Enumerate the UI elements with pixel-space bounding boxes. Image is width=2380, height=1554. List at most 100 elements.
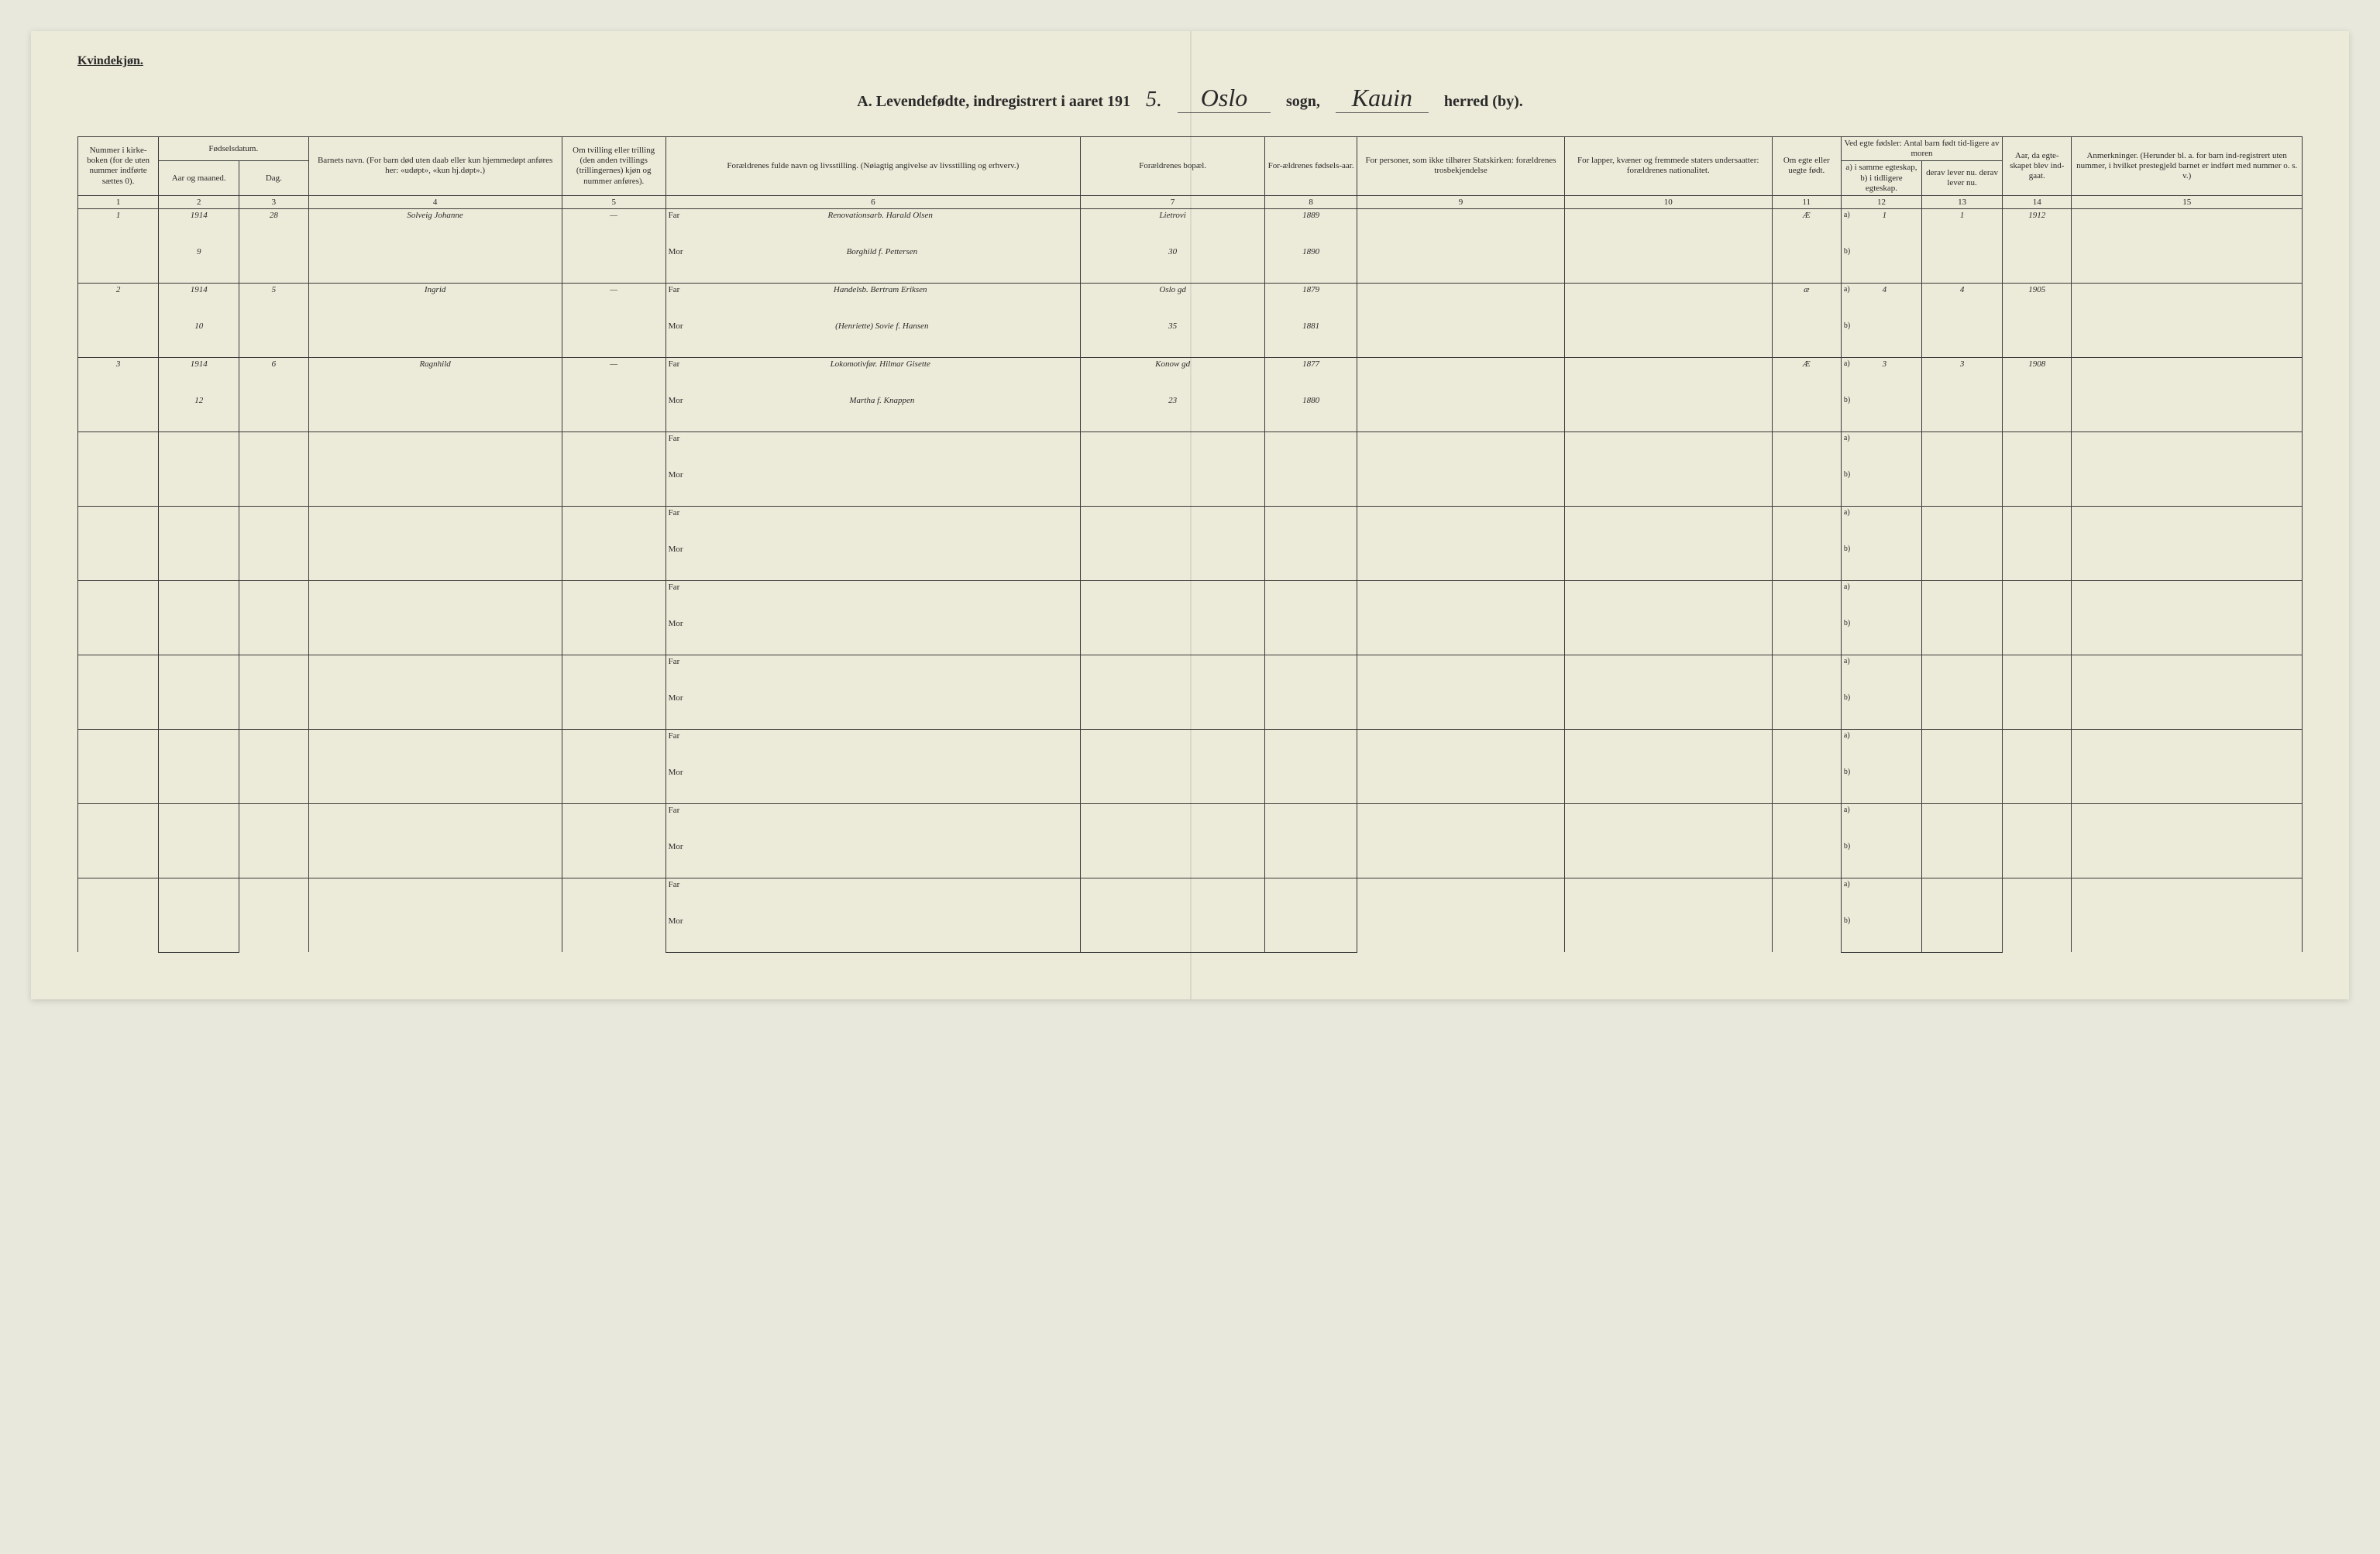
address-father <box>1081 655 1265 692</box>
mother-cell: Mor <box>666 617 1081 655</box>
d-value <box>1922 543 2003 580</box>
day <box>239 878 308 952</box>
table-body: 1191428Solveig Johanne—FarRenovationsarb… <box>78 208 2303 952</box>
table-row: Fara) <box>78 803 2303 841</box>
table-row: 219145Ingrid—FarHandelsb. Bertram Erikse… <box>78 283 2303 320</box>
colnum: 9 <box>1357 195 1565 208</box>
mother-birthyear <box>1265 692 1357 729</box>
egte <box>1772 878 1841 952</box>
table-row: Fara) <box>78 655 2303 692</box>
twin <box>562 580 666 655</box>
remarks <box>2072 803 2303 878</box>
col-header-14: Aar, da egte-skapet blev ind-gaat. <box>2003 137 2072 196</box>
title-prefix: A. Levendefødte, indregistrert i aaret 1… <box>857 93 1130 111</box>
d-value <box>1922 915 2003 952</box>
child-name <box>308 878 562 952</box>
father-birthyear <box>1265 655 1357 692</box>
father-cell: FarRenovationsarb. Harald Olsen <box>666 208 1081 246</box>
child-name <box>308 506 562 580</box>
sogn-label: sogn, <box>1286 93 1320 111</box>
table-row: Fara) <box>78 729 2303 766</box>
address-mother: 30 <box>1081 246 1265 283</box>
marriage-year: 1908 <box>2003 357 2072 431</box>
col-header-8: For-ældrenes fødsels-aar. <box>1265 137 1357 196</box>
child-name <box>308 729 562 803</box>
year <box>159 803 239 841</box>
entry-number <box>78 803 159 878</box>
father-birthyear: 1889 <box>1265 208 1357 246</box>
c-value: 3 <box>1922 357 2003 394</box>
address-father: Lietrovi <box>1081 208 1265 246</box>
c-value <box>1922 878 2003 915</box>
entry-number: 2 <box>78 283 159 357</box>
remarks <box>2072 283 2303 357</box>
child-name <box>308 803 562 878</box>
b-value: b) <box>1841 617 1921 655</box>
a-value: a) <box>1841 878 1921 915</box>
col-header-12a: Ved egte fødsler: Antal barn født tid-li… <box>1841 137 2002 161</box>
father-birthyear <box>1265 803 1357 841</box>
day: 28 <box>239 208 308 283</box>
c-value: 1 <box>1922 208 2003 246</box>
father-cell: Far <box>666 878 1081 915</box>
table-row: Fara) <box>78 580 2303 617</box>
col-header-4: Barnets navn. (For barn død uten daab el… <box>308 137 562 196</box>
address-mother: 35 <box>1081 320 1265 357</box>
father-cell: Far <box>666 431 1081 469</box>
address-mother <box>1081 469 1265 506</box>
herred-label: herred (by). <box>1444 93 1523 111</box>
twin <box>562 878 666 952</box>
address-father: Oslo gd <box>1081 283 1265 320</box>
colnum: 12 <box>1841 195 1921 208</box>
c-value: 4 <box>1922 283 2003 320</box>
year: 1914 <box>159 283 239 320</box>
entry-number <box>78 431 159 506</box>
nationality <box>1564 208 1772 283</box>
col-header-5: Om tvilling eller trilling (den anden tv… <box>562 137 666 196</box>
year <box>159 655 239 692</box>
col-header-1: Nummer i kirke-boken (for de uten nummer… <box>78 137 159 196</box>
col-header-10: For lapper, kvæner og fremmede staters u… <box>1564 137 1772 196</box>
month <box>159 692 239 729</box>
egte <box>1772 506 1841 580</box>
b-value: b) <box>1841 841 1921 878</box>
twin <box>562 803 666 878</box>
day: 5 <box>239 283 308 357</box>
b-value: b) <box>1841 692 1921 729</box>
col-header-9: For personer, som ikke tilhører Statskir… <box>1357 137 1565 196</box>
father-birthyear <box>1265 580 1357 617</box>
year <box>159 580 239 617</box>
entry-number: 1 <box>78 208 159 283</box>
egte <box>1772 580 1841 655</box>
d-value <box>1922 394 2003 431</box>
year: 1914 <box>159 357 239 394</box>
colnum: 8 <box>1265 195 1357 208</box>
colnum: 3 <box>239 195 308 208</box>
a-value: a)1 <box>1841 208 1921 246</box>
year <box>159 729 239 766</box>
colnum: 1 <box>78 195 159 208</box>
religion <box>1357 878 1565 952</box>
day <box>239 580 308 655</box>
mother-cell: Mor(Henriette) Sovie f. Hansen <box>666 320 1081 357</box>
year <box>159 431 239 469</box>
child-name: Ingrid <box>308 283 562 357</box>
religion <box>1357 655 1565 729</box>
religion <box>1357 283 1565 357</box>
egte <box>1772 431 1841 506</box>
egte <box>1772 655 1841 729</box>
month <box>159 766 239 803</box>
mother-cell: MorMartha f. Knappen <box>666 394 1081 431</box>
address-father <box>1081 580 1265 617</box>
b-value: b) <box>1841 766 1921 803</box>
address-mother <box>1081 692 1265 729</box>
title-row: A. Levendefødte, indregistrert i aaret 1… <box>77 84 2303 113</box>
address-mother <box>1081 766 1265 803</box>
child-name <box>308 580 562 655</box>
nationality <box>1564 580 1772 655</box>
mother-birthyear <box>1265 617 1357 655</box>
twin <box>562 506 666 580</box>
colnum: 10 <box>1564 195 1772 208</box>
colnum: 14 <box>2003 195 2072 208</box>
nationality <box>1564 803 1772 878</box>
